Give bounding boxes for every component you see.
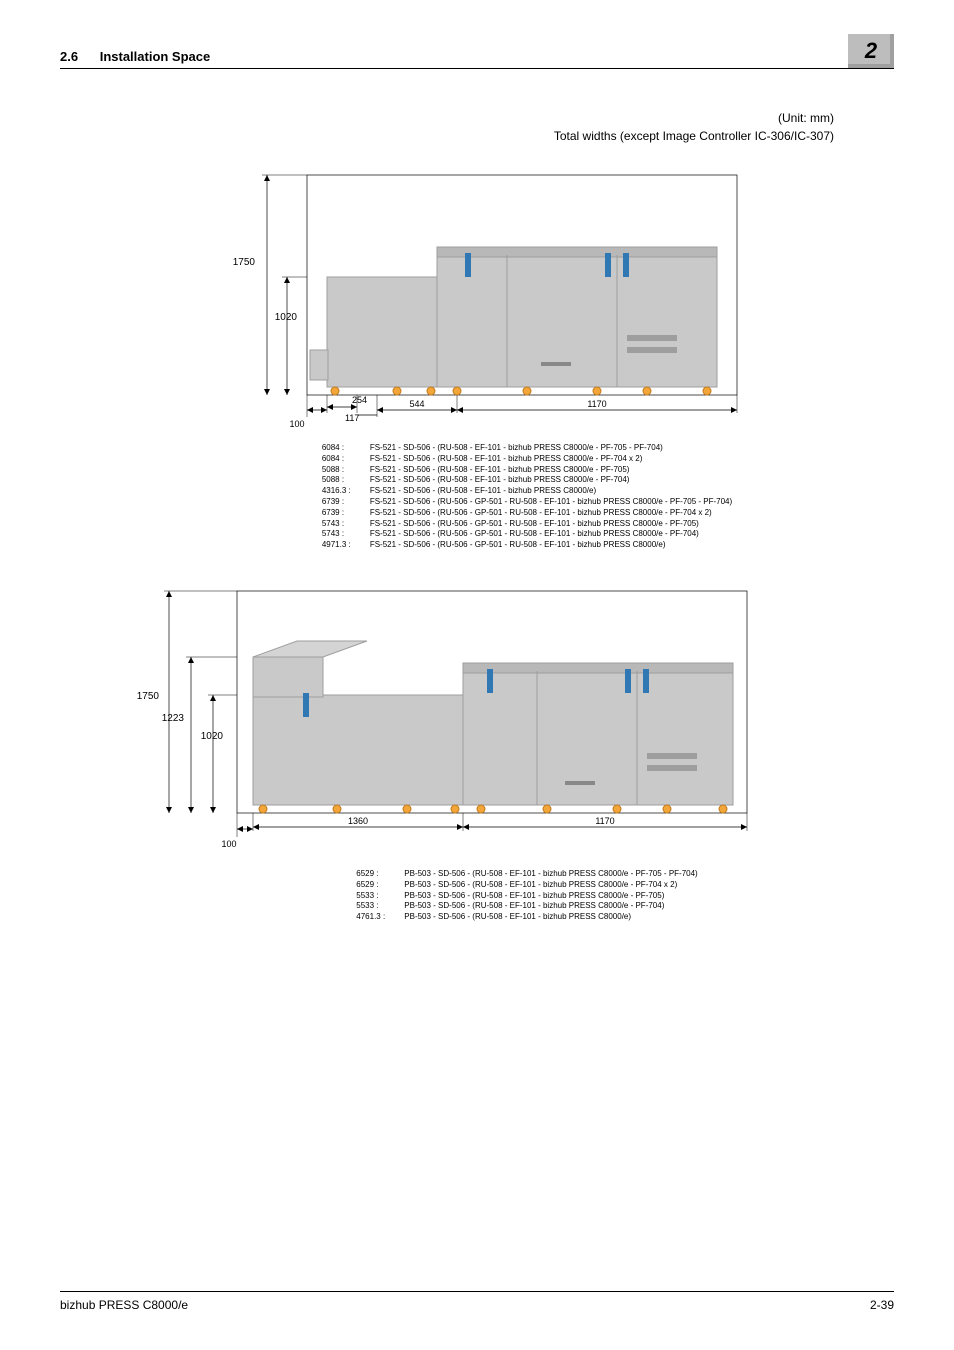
d2-w1170: 1170	[595, 816, 614, 826]
d1-h-total: 1750	[233, 257, 256, 268]
d2-w100: 100	[221, 839, 236, 849]
page-header: 2.6 Installation Space 2	[60, 30, 894, 69]
d1-w254: 254	[352, 395, 367, 405]
section-title: Installation Space	[100, 49, 211, 64]
d1-w1170: 1170	[587, 399, 606, 409]
subtitle: Total widths (except Image Controller IC…	[60, 127, 834, 145]
d2-h-total: 1750	[137, 691, 160, 702]
d1-w544: 544	[409, 399, 424, 409]
d2-h-body: 1020	[201, 731, 224, 742]
diagram-1: 1750 1020	[197, 155, 757, 435]
meta-block: (Unit: mm) Total widths (except Image Co…	[60, 109, 834, 145]
chapter-badge: 2	[848, 34, 894, 68]
header-left: 2.6 Installation Space	[60, 49, 210, 64]
d2-machine	[253, 641, 733, 813]
d1-machine	[310, 247, 717, 395]
d1-h-body: 1020	[275, 312, 298, 323]
config-list-1: 6084 :FS-521 - SD-506 - (RU-508 - EF-101…	[322, 443, 732, 551]
section-number: 2.6	[60, 49, 78, 64]
unit-label: (Unit: mm)	[60, 109, 834, 127]
config-list-2: 6529 :PB-503 - SD-506 - (RU-508 - EF-101…	[356, 869, 697, 923]
d2-h-mid: 1223	[162, 713, 185, 724]
d1-w117: 117	[345, 413, 359, 423]
chapter-badge-number: 2	[865, 38, 877, 64]
footer-right: 2-39	[870, 1298, 894, 1312]
diagrams: 1750 1020	[60, 155, 894, 943]
diagram-2: 1750 1223 1020	[107, 571, 767, 861]
footer-left: bizhub PRESS C8000/e	[60, 1298, 188, 1312]
page: 2.6 Installation Space 2 (Unit: mm) Tota…	[0, 0, 954, 1350]
d2-w1360: 1360	[348, 816, 368, 826]
d1-w100: 100	[289, 419, 304, 429]
page-footer: bizhub PRESS C8000/e 2-39	[60, 1291, 894, 1312]
